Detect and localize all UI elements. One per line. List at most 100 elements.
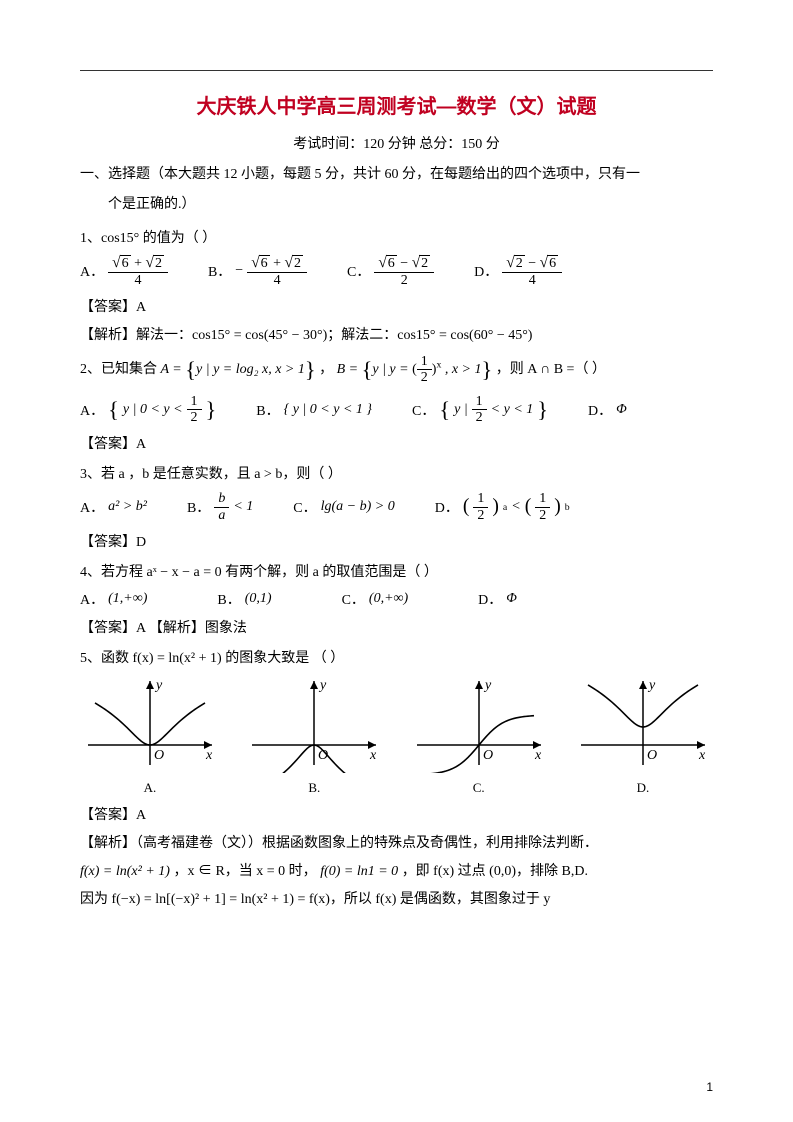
q2-tail: ，则 A ∩ B =（ ）	[496, 362, 606, 377]
q2-options: A． {y | 0 < y < 12} B． { y | 0 < y < 1 }…	[80, 394, 713, 426]
q3-b-prefix: B．	[187, 497, 210, 517]
q5-l2c: f(0) = ln1 = 0	[320, 864, 398, 879]
q3-c-body: lg(a − b) > 0	[321, 499, 395, 515]
exam-title: 大庆铁人中学高三周测考试—数学（文）试题	[80, 90, 713, 119]
q5-l2d: ，即 f(x) 过点 (0,0)，排除 B,D.	[402, 864, 588, 879]
q3-b-den: a	[214, 508, 229, 523]
q5-graph-d: yxO D.	[573, 673, 713, 796]
q5-graphs: yxO A. yxO B. yxO C. yxO D.	[80, 673, 713, 796]
q1-a-r2: 2	[153, 255, 164, 271]
q2-mid: ，	[319, 362, 333, 377]
q1-answer: 【答案】A	[80, 296, 713, 316]
q3-a-prefix: A．	[80, 497, 104, 517]
svg-text:x: x	[534, 748, 542, 763]
q5-graph-a: yxO A.	[80, 673, 220, 796]
q5-answer: 【答案】A	[80, 804, 713, 824]
q5-label-b: B.	[244, 780, 384, 796]
q1-text-span: 1、cos15° 的值为（ ）	[80, 231, 216, 246]
q5-label-a: A.	[80, 780, 220, 796]
q1-b-den: 4	[270, 273, 285, 288]
q3-d-n1: 1	[473, 491, 488, 507]
q1-opt-b: B． − √6 + √2 4	[208, 255, 307, 288]
q2-a-prefix: A．	[80, 400, 104, 420]
q3-opt-b: B．ba < 1	[187, 491, 253, 523]
q1-d-frac: √2 − √6 4	[502, 255, 562, 288]
q4-c-p: C．	[342, 589, 365, 609]
q1-a-den: 4	[131, 273, 146, 288]
q1-explain: 【解析】解法一：cos15° = cos(45° − 30°)；解法二：cos1…	[80, 324, 713, 344]
q4-b-p: B．	[217, 589, 240, 609]
q2-B-left: B =	[337, 362, 362, 377]
q1-d-den: 4	[525, 273, 540, 288]
q1-c-den: 2	[397, 273, 412, 288]
exam-page: 大庆铁人中学高三周测考试—数学（文）试题 考试时间：120 分钟 总分：150 …	[0, 0, 793, 1122]
q3-a-body: a² > b²	[108, 499, 147, 515]
svg-text:x: x	[698, 748, 706, 763]
q1-a-prefix: A．	[80, 261, 104, 281]
q1-a-op: +	[134, 256, 142, 271]
q1-text: 1、cos15° 的值为（ ）	[80, 227, 713, 247]
q4-b-b: (0,1)	[245, 591, 272, 607]
q1-d-op: −	[528, 256, 536, 271]
q4-a-b: (1,+∞)	[108, 591, 147, 607]
q3-opt-c: C． lg(a − b) > 0	[293, 497, 394, 517]
q5-line2: f(x) = ln(x² + 1) ，x ∈ R，当 x = 0 时， f(0)…	[80, 860, 713, 880]
q2-B-num: 1	[417, 354, 432, 370]
q3-answer: 【答案】D	[80, 531, 713, 551]
graph-b-svg: yxO	[244, 673, 384, 773]
q2-opt-d: D． Φ	[588, 400, 627, 420]
q2-B-pre: y | y =	[372, 362, 412, 377]
svg-text:O: O	[483, 748, 493, 763]
q2-b-prefix: B．	[256, 400, 279, 420]
svg-text:y: y	[154, 678, 163, 693]
q4-opt-b: B． (0,1)	[217, 589, 271, 609]
q1-b-op: +	[273, 256, 281, 271]
svg-text:y: y	[318, 678, 327, 693]
q3-d-mid: <	[511, 499, 520, 515]
q2-c-prefix: C．	[412, 400, 435, 420]
q2-d-body: Φ	[616, 402, 627, 418]
q2-d-prefix: D．	[588, 400, 612, 420]
top-rule	[80, 70, 713, 71]
q4-opt-d: D．Φ	[478, 589, 517, 609]
q1-b-neg: −	[235, 263, 243, 279]
q3-c-prefix: C．	[293, 497, 316, 517]
q1-a-frac: √6 + √2 4	[108, 255, 168, 288]
section-one-line2: 个是正确的.）	[80, 193, 713, 217]
section-one-line1: 一、选择题（本大题共 12 小题，每题 5 分，共计 60 分，在每题给出的四个…	[80, 163, 713, 187]
q1-b-frac: √6 + √2 4	[247, 255, 307, 288]
q2-c-num: 1	[472, 394, 487, 410]
q5-l2a: f(x) = ln(x² + 1)	[80, 864, 170, 879]
q1-b-prefix: B．	[208, 261, 231, 281]
q5-text: 5、函数 f(x) = ln(x² + 1) 的图象大致是 （ ）	[80, 647, 713, 667]
q5-label-c: C.	[409, 780, 549, 796]
q5-graph-b: yxO B.	[244, 673, 384, 796]
q3-d-d2: 2	[535, 508, 550, 523]
graph-a-svg: yxO	[80, 673, 220, 773]
q2-B-exp: x	[436, 359, 441, 370]
q2-b-body: { y | 0 < y < 1 }	[284, 402, 372, 418]
svg-text:O: O	[647, 748, 657, 763]
q5-graph-c: yxO C.	[409, 673, 549, 796]
q4-opt-c: C．(0,+∞)	[342, 589, 409, 609]
q2-B-post: , x > 1	[445, 362, 482, 377]
q5-l2b: ，x ∈ R，当 x = 0 时，	[173, 864, 316, 879]
q2-prefix: 2、已知集合	[80, 362, 161, 377]
q3-d-prefix: D．	[435, 497, 459, 517]
q3-d-ea: a	[503, 502, 507, 513]
page-number: 1	[706, 1080, 713, 1094]
q3-d-d1: 2	[473, 508, 488, 523]
q4-text: 4、若方程 aˣ − x − a = 0 有两个解，则 a 的取值范围是（ ）	[80, 561, 713, 581]
q1-opt-d: D． √2 − √6 4	[474, 255, 562, 288]
q3-text: 3、若 a ，b 是任意实数，且 a > b，则（ ）	[80, 463, 713, 483]
q1-c-op: −	[400, 256, 408, 271]
q3-b-num: b	[214, 491, 229, 507]
q1-c-frac: √6 − √2 2	[374, 255, 434, 288]
q1-b-r2: 2	[292, 255, 303, 271]
q1-explain-span: 【解析】解法一：cos15° = cos(45° − 30°)；解法二：cos1…	[80, 328, 532, 343]
q2-c-post: < y < 1	[491, 402, 534, 418]
q1-opt-c: C． √6 − √2 2	[347, 255, 434, 288]
svg-text:O: O	[154, 748, 164, 763]
q3-opt-a: A．a² > b²	[80, 497, 147, 517]
q1-c-prefix: C．	[347, 261, 370, 281]
